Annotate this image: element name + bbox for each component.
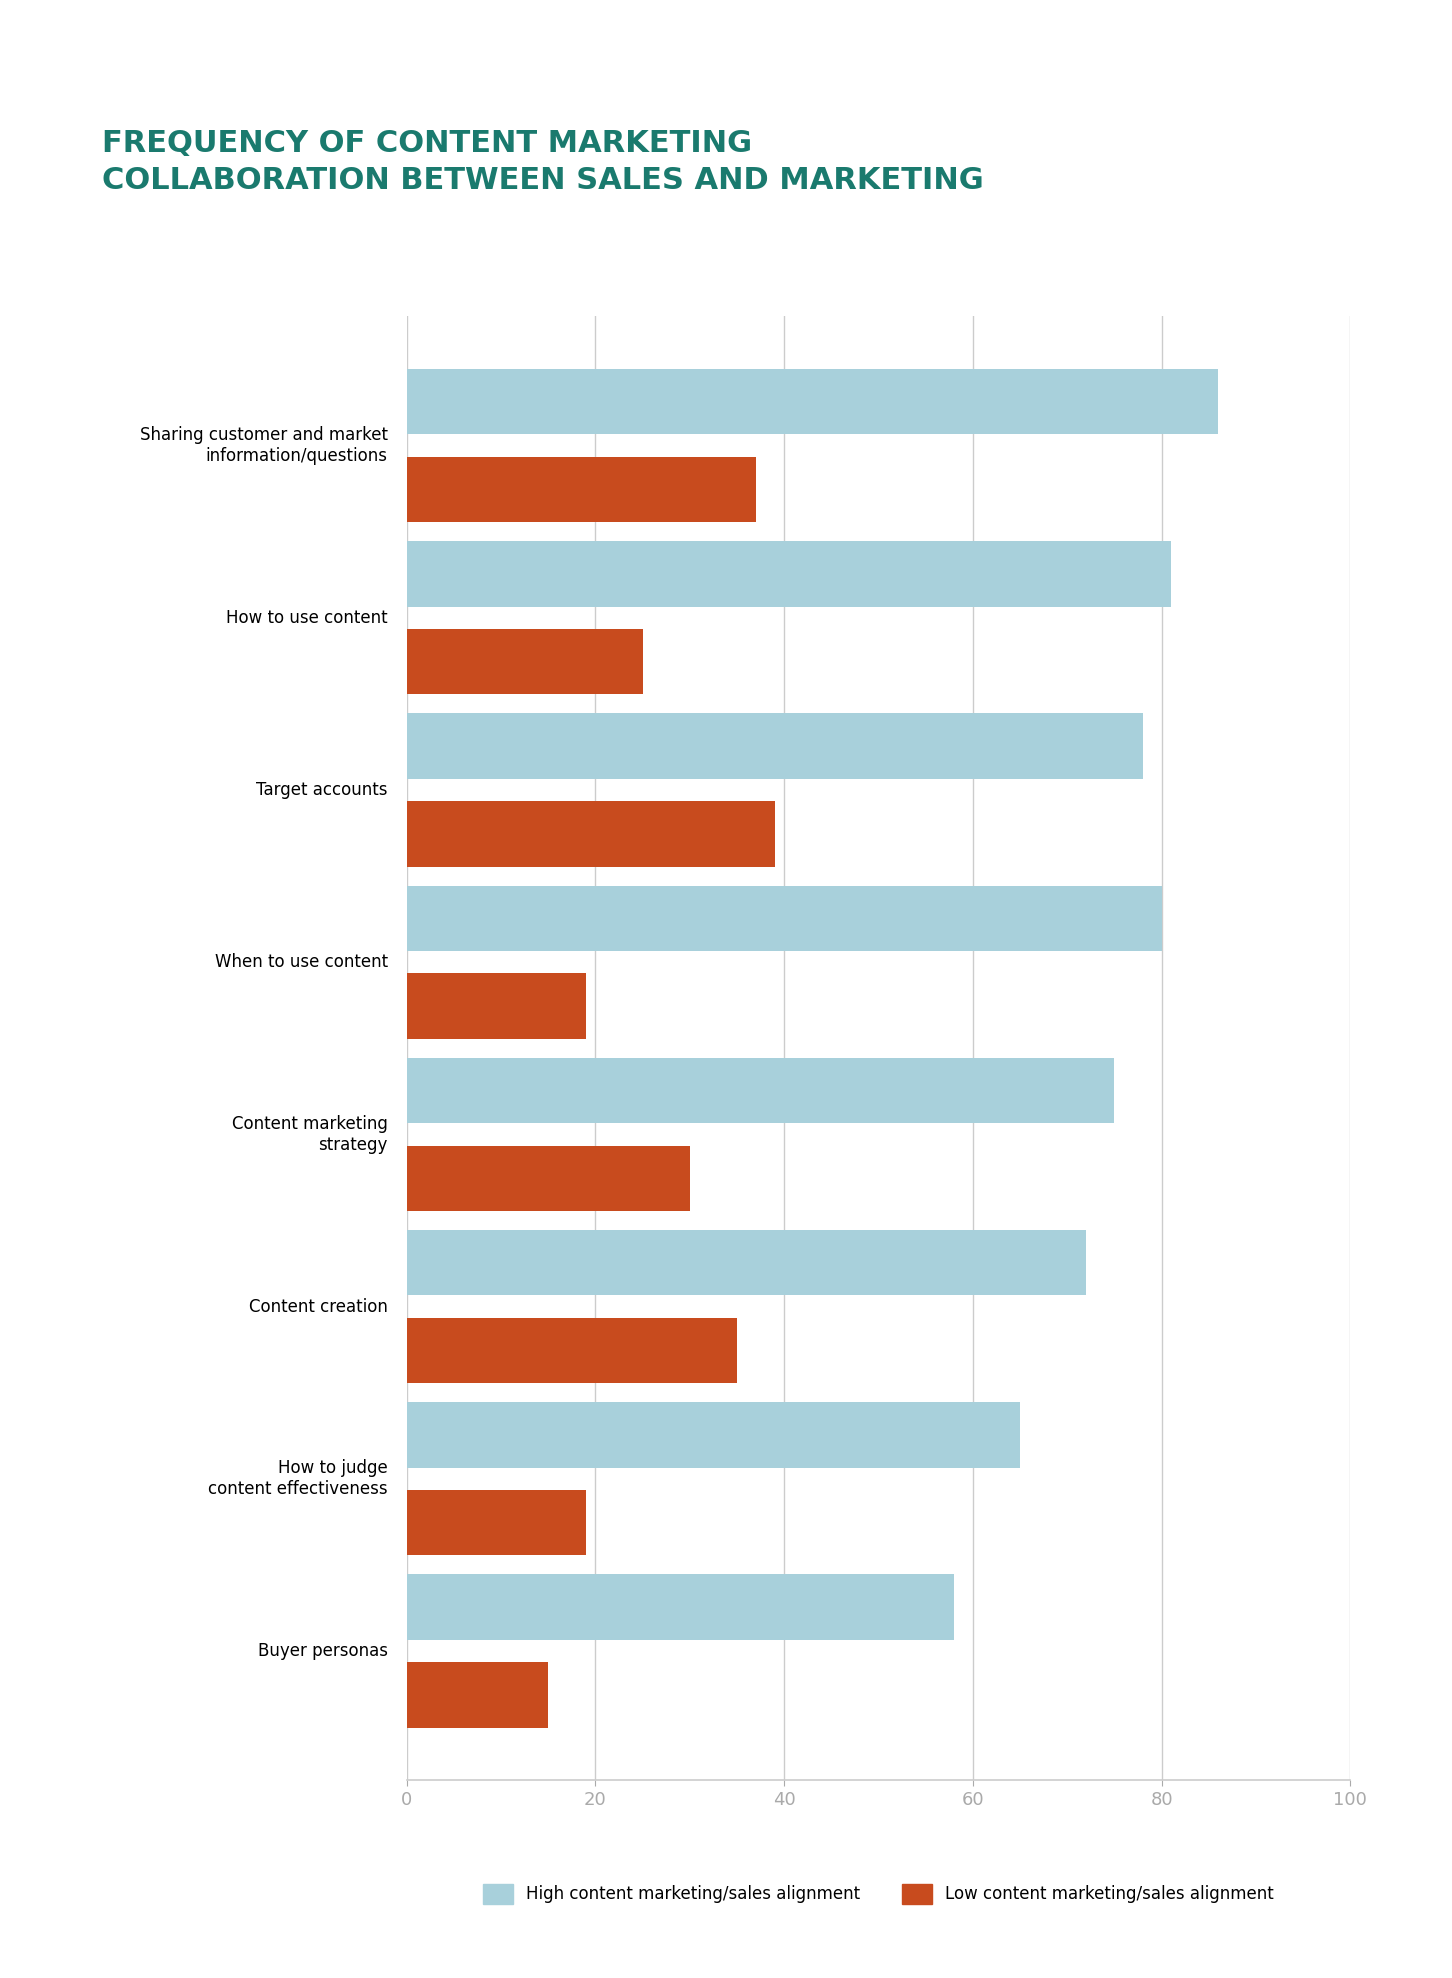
Bar — [407, 973, 587, 1038]
Bar — [407, 1145, 690, 1211]
Bar — [407, 370, 1218, 435]
Bar — [407, 1489, 587, 1555]
Bar — [407, 714, 1143, 779]
Legend: High content marketing/sales alignment, Low content marketing/sales alignment: High content marketing/sales alignment, … — [484, 1883, 1273, 1905]
Bar — [407, 457, 756, 522]
Bar — [407, 1230, 1086, 1296]
Bar — [407, 629, 643, 694]
Bar — [407, 886, 1162, 951]
Bar — [407, 1574, 954, 1640]
Bar — [407, 542, 1170, 607]
Bar — [407, 1317, 738, 1383]
Bar — [407, 1058, 1115, 1124]
Bar — [407, 1402, 1021, 1468]
Text: FREQUENCY OF CONTENT MARKETING
COLLABORATION BETWEEN SALES AND MARKETING: FREQUENCY OF CONTENT MARKETING COLLABORA… — [102, 129, 983, 194]
Bar — [407, 1662, 549, 1727]
Bar — [407, 801, 775, 866]
